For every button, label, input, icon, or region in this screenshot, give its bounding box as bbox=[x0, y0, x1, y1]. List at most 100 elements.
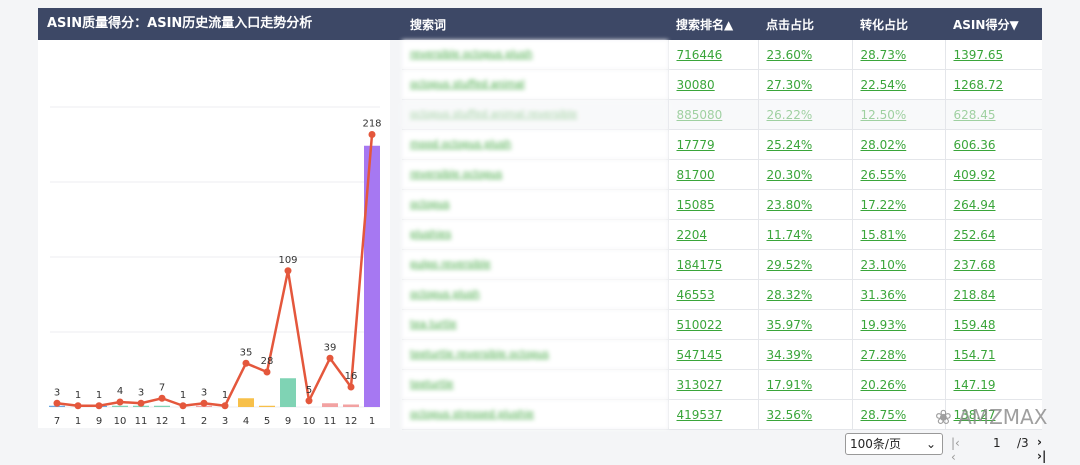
cell[interactable]: 1397.65 bbox=[944, 40, 1042, 70]
x-tick-label: 12 bbox=[156, 416, 169, 427]
x-tick-label: 9 bbox=[96, 416, 102, 427]
cell[interactable]: 409.92 bbox=[944, 159, 1042, 190]
table-row: teeturtle 313027 17.91% 20.26% 147.19 bbox=[402, 369, 1042, 400]
cell[interactable]: 28.32% bbox=[757, 279, 852, 310]
cell[interactable]: 147.19 bbox=[944, 369, 1042, 400]
cell[interactable]: 154.71 bbox=[944, 339, 1042, 370]
cell[interactable]: 15085 bbox=[667, 189, 758, 220]
x-tick-label: 12 bbox=[345, 416, 358, 427]
cell[interactable]: 26.55% bbox=[851, 159, 945, 190]
cell[interactable]: 252.64 bbox=[944, 219, 1042, 250]
cell[interactable]: 19.93% bbox=[851, 309, 945, 340]
cell[interactable]: 46553 bbox=[667, 279, 758, 310]
cell[interactable]: 313027 bbox=[667, 369, 758, 400]
cell[interactable]: 29.52% bbox=[757, 249, 852, 280]
x-tick-label: 9 bbox=[285, 416, 291, 427]
column-header: 转化占比 bbox=[852, 8, 945, 40]
cell[interactable]: 716446 bbox=[667, 40, 758, 70]
search-term[interactable]: pulpo reversible bbox=[402, 249, 668, 280]
cell[interactable]: 28.73% bbox=[851, 40, 945, 70]
cell[interactable]: 17.22% bbox=[851, 189, 945, 220]
cell[interactable]: 11.74% bbox=[757, 219, 852, 250]
cell[interactable]: 25.24% bbox=[757, 129, 852, 160]
cell[interactable]: 20.26% bbox=[851, 369, 945, 400]
cell[interactable]: 2204 bbox=[667, 219, 758, 250]
cell[interactable]: 510022 bbox=[667, 309, 758, 340]
cell[interactable]: 1268.72 bbox=[944, 69, 1042, 100]
cell[interactable]: 31.36% bbox=[851, 279, 945, 310]
total-pages: /3 bbox=[1017, 436, 1029, 450]
x-tick-label: 1 bbox=[75, 416, 81, 427]
cell[interactable]: 28.02% bbox=[851, 129, 945, 160]
cell[interactable]: 237.68 bbox=[944, 249, 1042, 280]
cell[interactable]: 23.80% bbox=[757, 189, 852, 220]
cell[interactable]: 264.94 bbox=[944, 189, 1042, 220]
cell[interactable]: 218.84 bbox=[944, 279, 1042, 310]
data-label: 7 bbox=[159, 382, 165, 393]
point bbox=[284, 267, 292, 275]
cell[interactable]: 23.10% bbox=[851, 249, 945, 280]
bar bbox=[343, 404, 359, 407]
cell[interactable]: 138.27 bbox=[944, 399, 1042, 430]
bar bbox=[259, 405, 275, 407]
data-label: 1 bbox=[222, 390, 228, 401]
next-last-buttons[interactable]: › ›| bbox=[1037, 435, 1047, 463]
column-header[interactable]: ASIN得分▼ bbox=[945, 8, 1042, 40]
search-term[interactable]: tea turtle bbox=[402, 309, 668, 340]
cell[interactable]: 12.50% bbox=[851, 99, 945, 130]
cell[interactable]: 17779 bbox=[667, 129, 758, 160]
cell[interactable]: 32.56% bbox=[757, 399, 852, 430]
search-term[interactable]: octopus plush bbox=[402, 279, 668, 310]
search-term[interactable]: octopus stuffed animal bbox=[402, 69, 668, 100]
cell[interactable]: 23.60% bbox=[757, 40, 852, 70]
cell[interactable]: 20.30% bbox=[757, 159, 852, 190]
current-page[interactable]: 1 bbox=[993, 436, 1001, 450]
cell[interactable]: 159.48 bbox=[944, 309, 1042, 340]
search-term[interactable]: teeturtle bbox=[402, 369, 668, 400]
cell[interactable]: 606.36 bbox=[944, 129, 1042, 160]
search-term[interactable]: mood octopus plush bbox=[402, 129, 668, 160]
search-term[interactable]: octopus bbox=[402, 189, 668, 220]
cell[interactable]: 184175 bbox=[667, 249, 758, 280]
cell[interactable]: 15.81% bbox=[851, 219, 945, 250]
x-tick-label: 3 bbox=[222, 416, 228, 427]
search-term[interactable]: plushies bbox=[402, 219, 668, 250]
cell[interactable]: 26.22% bbox=[757, 99, 852, 130]
cell[interactable]: 35.97% bbox=[757, 309, 852, 340]
page-size-select[interactable]: 100条/页 ⌄ bbox=[845, 433, 943, 455]
table-row: octopus stressed plushie 419537 32.56% 28.7… bbox=[402, 399, 1042, 430]
cell[interactable]: 34.39% bbox=[757, 339, 852, 370]
cell[interactable]: 419537 bbox=[667, 399, 758, 430]
point bbox=[242, 359, 250, 367]
cell[interactable]: 27.28% bbox=[851, 339, 945, 370]
first-prev-buttons[interactable]: |‹ ‹ bbox=[951, 436, 960, 464]
cell[interactable]: 17.91% bbox=[757, 369, 852, 400]
dropdown-arrow: ⌄ bbox=[925, 437, 936, 451]
data-label: 28 bbox=[261, 356, 274, 367]
cell[interactable]: 547145 bbox=[667, 339, 758, 370]
page-size: 100条/页 bbox=[850, 437, 901, 451]
data-label: 16 bbox=[345, 371, 358, 382]
bar bbox=[238, 398, 254, 407]
line bbox=[56, 134, 374, 408]
table-row: octopus 15085 23.80% 17.22% 264.94 bbox=[402, 189, 1042, 220]
cell[interactable]: 628.45 bbox=[944, 99, 1042, 130]
column-header: 搜索词 bbox=[402, 8, 668, 40]
search-term[interactable]: reversible octopus bbox=[402, 159, 668, 190]
search-term[interactable]: octopus stressed plushie bbox=[402, 399, 668, 430]
table-row: teeturtle reversible octopus 547145 34.39%… bbox=[402, 339, 1042, 370]
table-row: pulpo reversible 184175 29.52% 23.10% 237.68 bbox=[402, 249, 1042, 280]
cell[interactable]: 27.30% bbox=[757, 69, 852, 100]
point bbox=[368, 131, 376, 138]
table-row: mood octopus plush 17779 25.24% 28.02% 606.3… bbox=[402, 129, 1042, 160]
search-term[interactable]: teeturtle reversible octopus bbox=[402, 339, 668, 370]
cell[interactable]: 28.75% bbox=[851, 399, 945, 430]
cell[interactable]: 30080 bbox=[667, 69, 758, 100]
search-term[interactable]: reversible octopus plush bbox=[402, 40, 668, 70]
column-header[interactable]: 搜索排名▲ bbox=[668, 8, 758, 40]
search-term[interactable]: octopus stuffed animal reversible bbox=[402, 99, 668, 130]
cell[interactable]: 81700 bbox=[667, 159, 758, 190]
cell[interactable]: 885080 bbox=[667, 99, 758, 130]
cell[interactable]: 22.54% bbox=[851, 69, 945, 100]
table-row: octopus stuffed animal reversible 885080 2… bbox=[402, 99, 1042, 130]
